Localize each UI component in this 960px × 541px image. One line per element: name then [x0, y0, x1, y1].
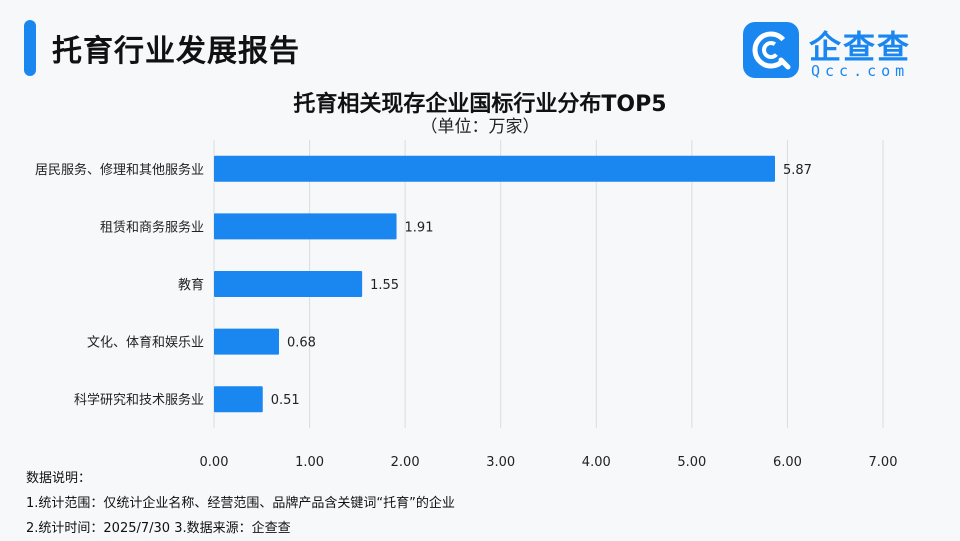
x-tick-label: 3.00	[486, 455, 515, 470]
qcc-logo: 企查查 Qcc.com	[743, 22, 943, 82]
bar-value-label: 0.68	[287, 336, 316, 351]
qcc-logo-icon	[743, 22, 799, 78]
bar	[214, 328, 279, 355]
notes-line-1: 1.统计范围：仅统计企业名称、经营范围、品牌产品含关键词“托育”的企业	[26, 496, 455, 511]
x-tick-label: 1.00	[295, 455, 324, 470]
logo-domain: Qcc.com	[811, 62, 910, 80]
logo-name: 企查查	[809, 28, 912, 66]
data-notes: 数据说明： 1.统计范围：仅统计企业名称、经营范围、品牌产品含关键词“托育”的企…	[26, 466, 455, 541]
bar-value-label: 5.87	[783, 163, 812, 178]
notes-line-2: 2.统计时间：2025/7/30 3.数据来源：企查查	[26, 521, 291, 536]
x-tick-label: 7.00	[869, 455, 898, 470]
notes-heading: 数据说明：	[26, 471, 92, 486]
category-label: 租赁和商务服务业	[100, 219, 204, 235]
page-title: 托育行业发展报告	[52, 34, 300, 69]
bar	[214, 386, 263, 413]
category-label: 科学研究和技术服务业	[74, 392, 204, 408]
chart-title: 托育相关现存企业国标行业分布TOP5	[293, 92, 667, 117]
x-tick-label: 2.00	[391, 455, 420, 470]
bar	[214, 213, 397, 240]
bar-value-label: 1.55	[370, 278, 399, 293]
x-tick-label: 0.00	[200, 455, 229, 470]
x-tick-label: 4.00	[582, 455, 611, 470]
x-tick-label: 6.00	[773, 455, 802, 470]
chart-subtitle: （单位：万家）	[420, 117, 540, 137]
category-label: 居民服务、修理和其他服务业	[35, 162, 204, 178]
header-accent-bar	[24, 20, 36, 76]
bar-value-label: 1.91	[405, 220, 434, 235]
bar	[214, 271, 363, 297]
category-label: 教育	[178, 277, 204, 293]
category-label: 文化、体育和娱乐业	[87, 335, 204, 351]
bar	[214, 155, 776, 182]
bar-value-label: 0.51	[271, 393, 300, 408]
x-tick-label: 5.00	[677, 455, 706, 470]
